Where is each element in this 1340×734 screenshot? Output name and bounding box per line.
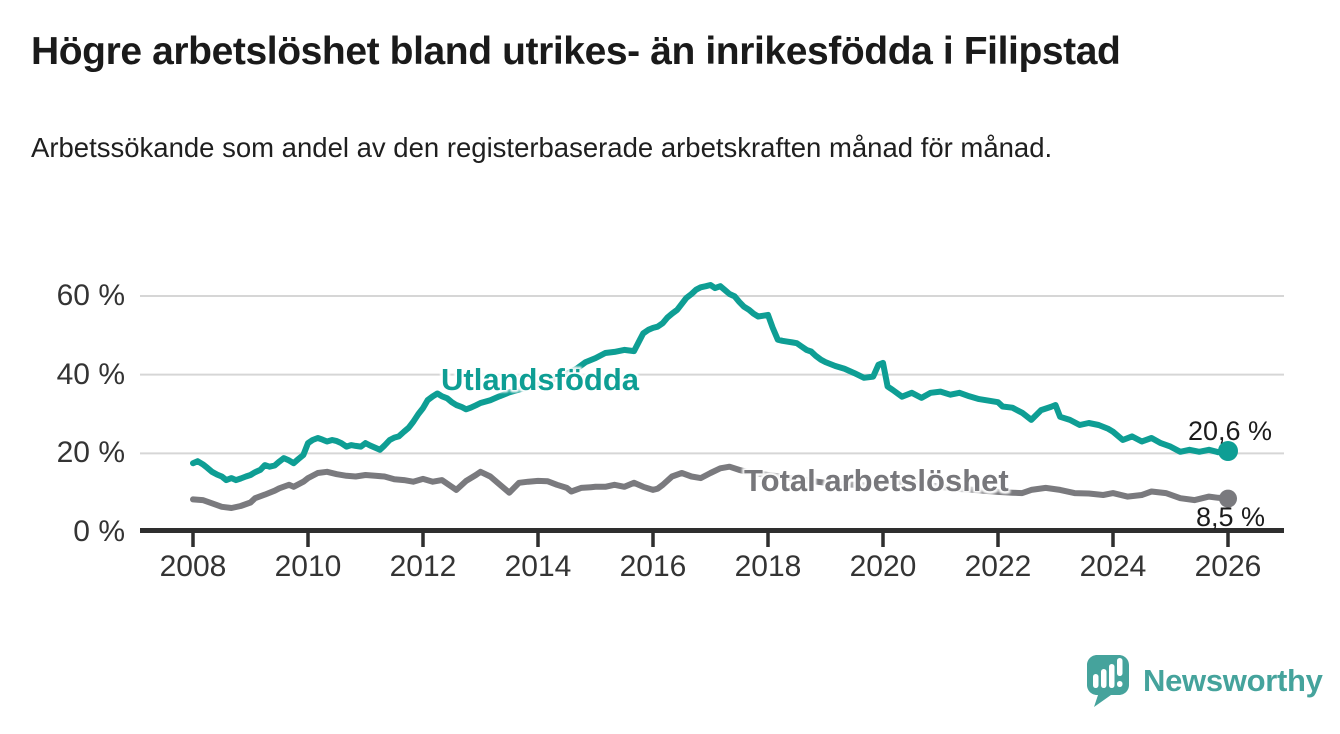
- brand-name: Newsworthy: [1143, 663, 1323, 698]
- brand-logo: Newsworthy: [1086, 654, 1323, 708]
- bar-small: [1093, 674, 1099, 688]
- speech-bubble-bar-chart-icon: [1087, 655, 1129, 707]
- series-end-dot-utlandsfodda: [1218, 441, 1238, 461]
- x-axis-label-2010: 2010: [274, 550, 342, 583]
- series-line-utlandsfodda: [190, 282, 1231, 484]
- exclamation-dot: [1117, 681, 1123, 687]
- x-axis-label-2022: 2022: [964, 550, 1032, 583]
- x-axis-label-2016: 2016: [619, 550, 687, 583]
- bar-large: [1109, 664, 1115, 688]
- x-axis-label-2020: 2020: [849, 550, 917, 583]
- series-label-utlandsfodda: Utlandsfödda: [441, 362, 640, 397]
- y-axis-label-60: 60 %: [56, 279, 125, 312]
- x-axis-label-2012: 2012: [389, 550, 457, 583]
- x-axis-label-2024: 2024: [1079, 550, 1147, 583]
- x-axis-label-2018: 2018: [734, 550, 802, 583]
- series-label-total-arbetsloshet: Total arbetslöshet: [744, 463, 1009, 498]
- page-title: Högre arbetslöshet bland utrikes- än inr…: [31, 30, 1121, 73]
- y-axis-label-20: 20 %: [56, 436, 125, 470]
- series-end-dot-total: [1219, 489, 1237, 508]
- x-axis-label-2026: 2026: [1194, 550, 1262, 583]
- exclamation-bar: [1117, 658, 1123, 676]
- series-line-total: [190, 463, 1231, 511]
- y-axis-label-0: 0 %: [73, 515, 125, 548]
- x-axis-label-2014: 2014: [504, 550, 572, 583]
- end-value-label-utlandsfodda: 20,6 %: [1188, 416, 1273, 446]
- bar-medium: [1101, 669, 1107, 688]
- y-axis-label-40: 40 %: [56, 357, 125, 391]
- x-axis-label-2008: 2008: [159, 550, 227, 583]
- page-subtitle: Arbetssökande som andel av den registerb…: [31, 132, 1053, 163]
- end-value-label-total: 8,5 %: [1196, 502, 1266, 532]
